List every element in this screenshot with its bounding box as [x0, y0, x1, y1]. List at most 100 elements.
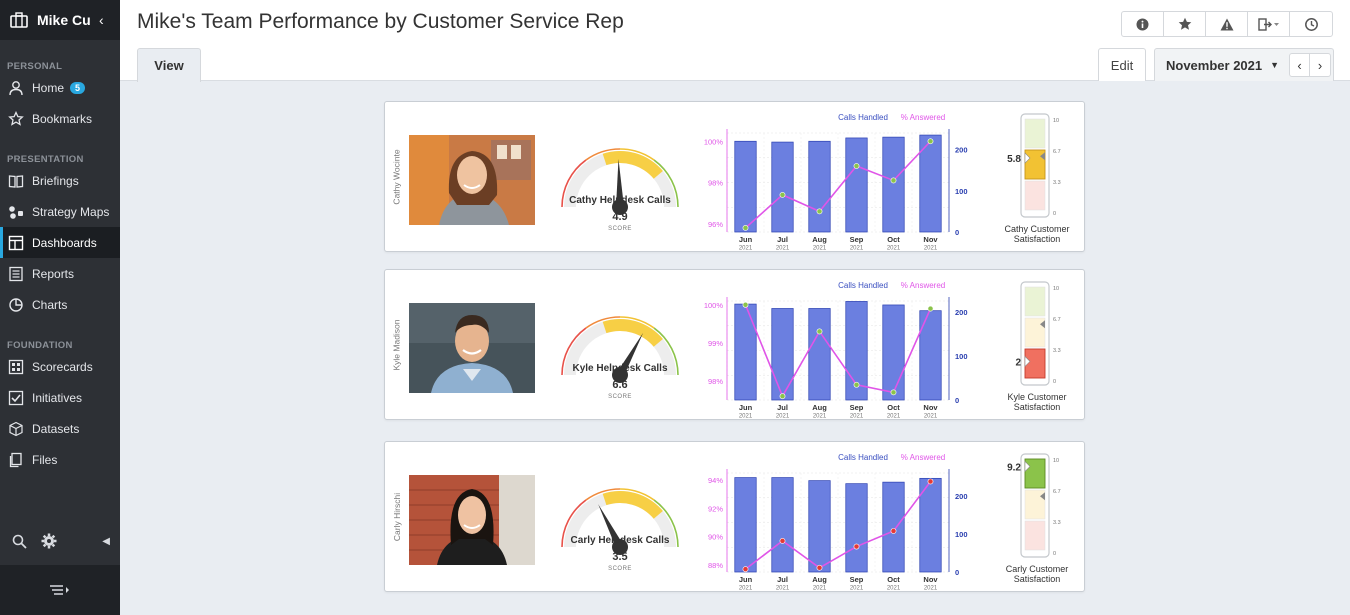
menu-expand-icon[interactable]: [48, 583, 72, 597]
chevron-left-icon[interactable]: ‹: [99, 12, 104, 28]
sidebar-item-label: Dashboards: [32, 235, 97, 250]
thermometer-tick-label: 3.3: [1053, 348, 1061, 354]
rep-photo: [409, 303, 535, 393]
bar-calls-handled[interactable]: [808, 308, 831, 401]
bar-calls-handled[interactable]: [919, 134, 942, 233]
gauge-ring-segment: [653, 499, 679, 548]
rep-card: Carly Hirschi Carly Helpdesk Calls 3.5 S…: [384, 441, 1085, 592]
sidebar-item-dashboards[interactable]: Dashboards: [0, 227, 120, 258]
history-button[interactable]: [1290, 12, 1332, 36]
bar-calls-handled[interactable]: [882, 304, 905, 401]
point-percent-answered[interactable]: [927, 138, 934, 145]
thermometer-active-band: [1024, 458, 1046, 489]
sidebar-item-reports[interactable]: Reports: [0, 258, 120, 289]
thermometer-tick-label: 0: [1053, 211, 1056, 217]
satisfaction-label: Cathy Customer Satisfaction: [1004, 224, 1070, 244]
calls-combo-chart[interactable]: Calls Handled % Answered 100% 99% 98% 200 100 0…: [687, 275, 987, 420]
gauge-ring-segment: [619, 316, 655, 329]
bar-calls-handled[interactable]: [734, 303, 757, 401]
bar-calls-handled[interactable]: [845, 137, 868, 233]
sidebar-item-initiatives[interactable]: Initiatives: [0, 382, 120, 413]
info-button[interactable]: [1122, 12, 1164, 36]
year-tick-label: 2021: [924, 414, 938, 420]
bar-calls-handled[interactable]: [882, 481, 905, 573]
sidebar-item-label: Strategy Maps: [32, 204, 110, 219]
bar-calls-handled[interactable]: [734, 477, 757, 573]
sidebar-item-files[interactable]: Files: [0, 444, 120, 475]
thermometer-band: [1024, 489, 1046, 520]
score-gauge[interactable]: [557, 295, 683, 405]
collapse-sidebar-icon[interactable]: ◀: [102, 535, 110, 547]
bar-calls-handled[interactable]: [808, 480, 831, 573]
bookmark-button[interactable]: [1164, 12, 1206, 36]
toolbar: [1121, 11, 1333, 37]
gauge-score-caption: SCORE: [608, 226, 632, 232]
sidebar-tools: ◀: [0, 528, 120, 554]
search-icon[interactable]: [12, 534, 27, 549]
point-percent-answered[interactable]: [779, 537, 786, 544]
export-button[interactable]: [1248, 12, 1290, 36]
bar-calls-handled[interactable]: [919, 477, 942, 573]
sidebar-item-scorecards[interactable]: Scorecards: [0, 351, 120, 382]
gear-icon[interactable]: [41, 533, 57, 549]
alert-button[interactable]: [1206, 12, 1248, 36]
bar-calls-handled[interactable]: [771, 477, 794, 573]
satisfaction-thermometer[interactable]: 2 10 6.7 3.3 0: [997, 278, 1077, 398]
period-selector[interactable]: November 2021 ▼ ‹ ›: [1154, 48, 1334, 81]
sidebar-item-datasets[interactable]: Datasets: [0, 413, 120, 444]
point-percent-answered[interactable]: [742, 301, 749, 308]
tab-view[interactable]: View: [137, 48, 201, 82]
sidebar-item-home[interactable]: Home 5: [0, 72, 120, 103]
point-percent-answered[interactable]: [853, 163, 860, 169]
score-gauge[interactable]: [557, 467, 683, 577]
point-percent-answered[interactable]: [890, 177, 897, 184]
satisfaction-value: 5.8: [1007, 154, 1021, 165]
right-tick-label: 0: [955, 568, 959, 577]
left-tick-label: 100%: [704, 301, 724, 310]
month-tick-label: Jun: [739, 235, 753, 244]
calls-combo-chart[interactable]: Calls Handled % Answered 100% 98% 96% 200 100 0…: [687, 107, 987, 252]
satisfaction-thermometer[interactable]: 9.2 10 6.7 3.3 0: [997, 450, 1077, 570]
point-percent-answered[interactable]: [779, 393, 786, 400]
sidebar-item-charts[interactable]: Charts: [0, 289, 120, 320]
point-percent-answered[interactable]: [742, 224, 749, 231]
point-percent-answered[interactable]: [890, 528, 897, 534]
satisfaction-thermometer[interactable]: 5.8 10 6.7 3.3 0: [997, 110, 1077, 230]
bar-calls-handled[interactable]: [734, 140, 757, 233]
thermometer-tick-label: 3.3: [1053, 520, 1061, 526]
org-name[interactable]: Mike Cu: [37, 12, 91, 28]
sidebar-item-briefings[interactable]: Briefings: [0, 165, 120, 196]
sidebar-footer: [0, 565, 120, 615]
gauge-ring-segment: [619, 488, 655, 501]
point-percent-answered[interactable]: [742, 566, 749, 573]
sidebar-item-strategy-maps[interactable]: Strategy Maps: [0, 196, 120, 227]
next-period-button[interactable]: ›: [1317, 57, 1323, 73]
gauge-hub: [612, 539, 628, 555]
point-percent-answered[interactable]: [816, 328, 823, 335]
point-percent-answered[interactable]: [816, 564, 823, 571]
previous-period-button[interactable]: ‹: [1290, 54, 1310, 76]
rep-photo-frame: [409, 475, 535, 565]
bar-calls-handled[interactable]: [808, 140, 831, 233]
point-percent-answered[interactable]: [927, 305, 934, 312]
point-percent-answered[interactable]: [779, 191, 786, 198]
bar-calls-handled[interactable]: [845, 483, 868, 573]
thermometer-target-marker: [1040, 320, 1045, 329]
bar-calls-handled[interactable]: [771, 141, 794, 233]
bar-calls-handled[interactable]: [845, 301, 868, 401]
tab-edit[interactable]: Edit: [1098, 48, 1146, 81]
calls-combo-chart[interactable]: Calls Handled % Answered 94% 92% 90% 88% 200 10…: [687, 447, 987, 592]
point-percent-answered[interactable]: [816, 208, 823, 215]
score-gauge[interactable]: [557, 127, 683, 237]
point-percent-answered[interactable]: [853, 381, 860, 388]
strategy-map-icon: [9, 205, 23, 219]
sidebar-item-bookmarks[interactable]: Bookmarks: [0, 103, 120, 134]
point-percent-answered[interactable]: [927, 478, 934, 485]
point-percent-answered[interactable]: [853, 543, 860, 550]
user-icon: [9, 80, 23, 95]
bar-calls-handled[interactable]: [882, 136, 905, 233]
month-tick-label: Aug: [812, 575, 827, 584]
point-percent-answered[interactable]: [890, 389, 897, 396]
bar-calls-handled[interactable]: [771, 308, 794, 401]
gauge-score: 6.6: [612, 379, 628, 391]
